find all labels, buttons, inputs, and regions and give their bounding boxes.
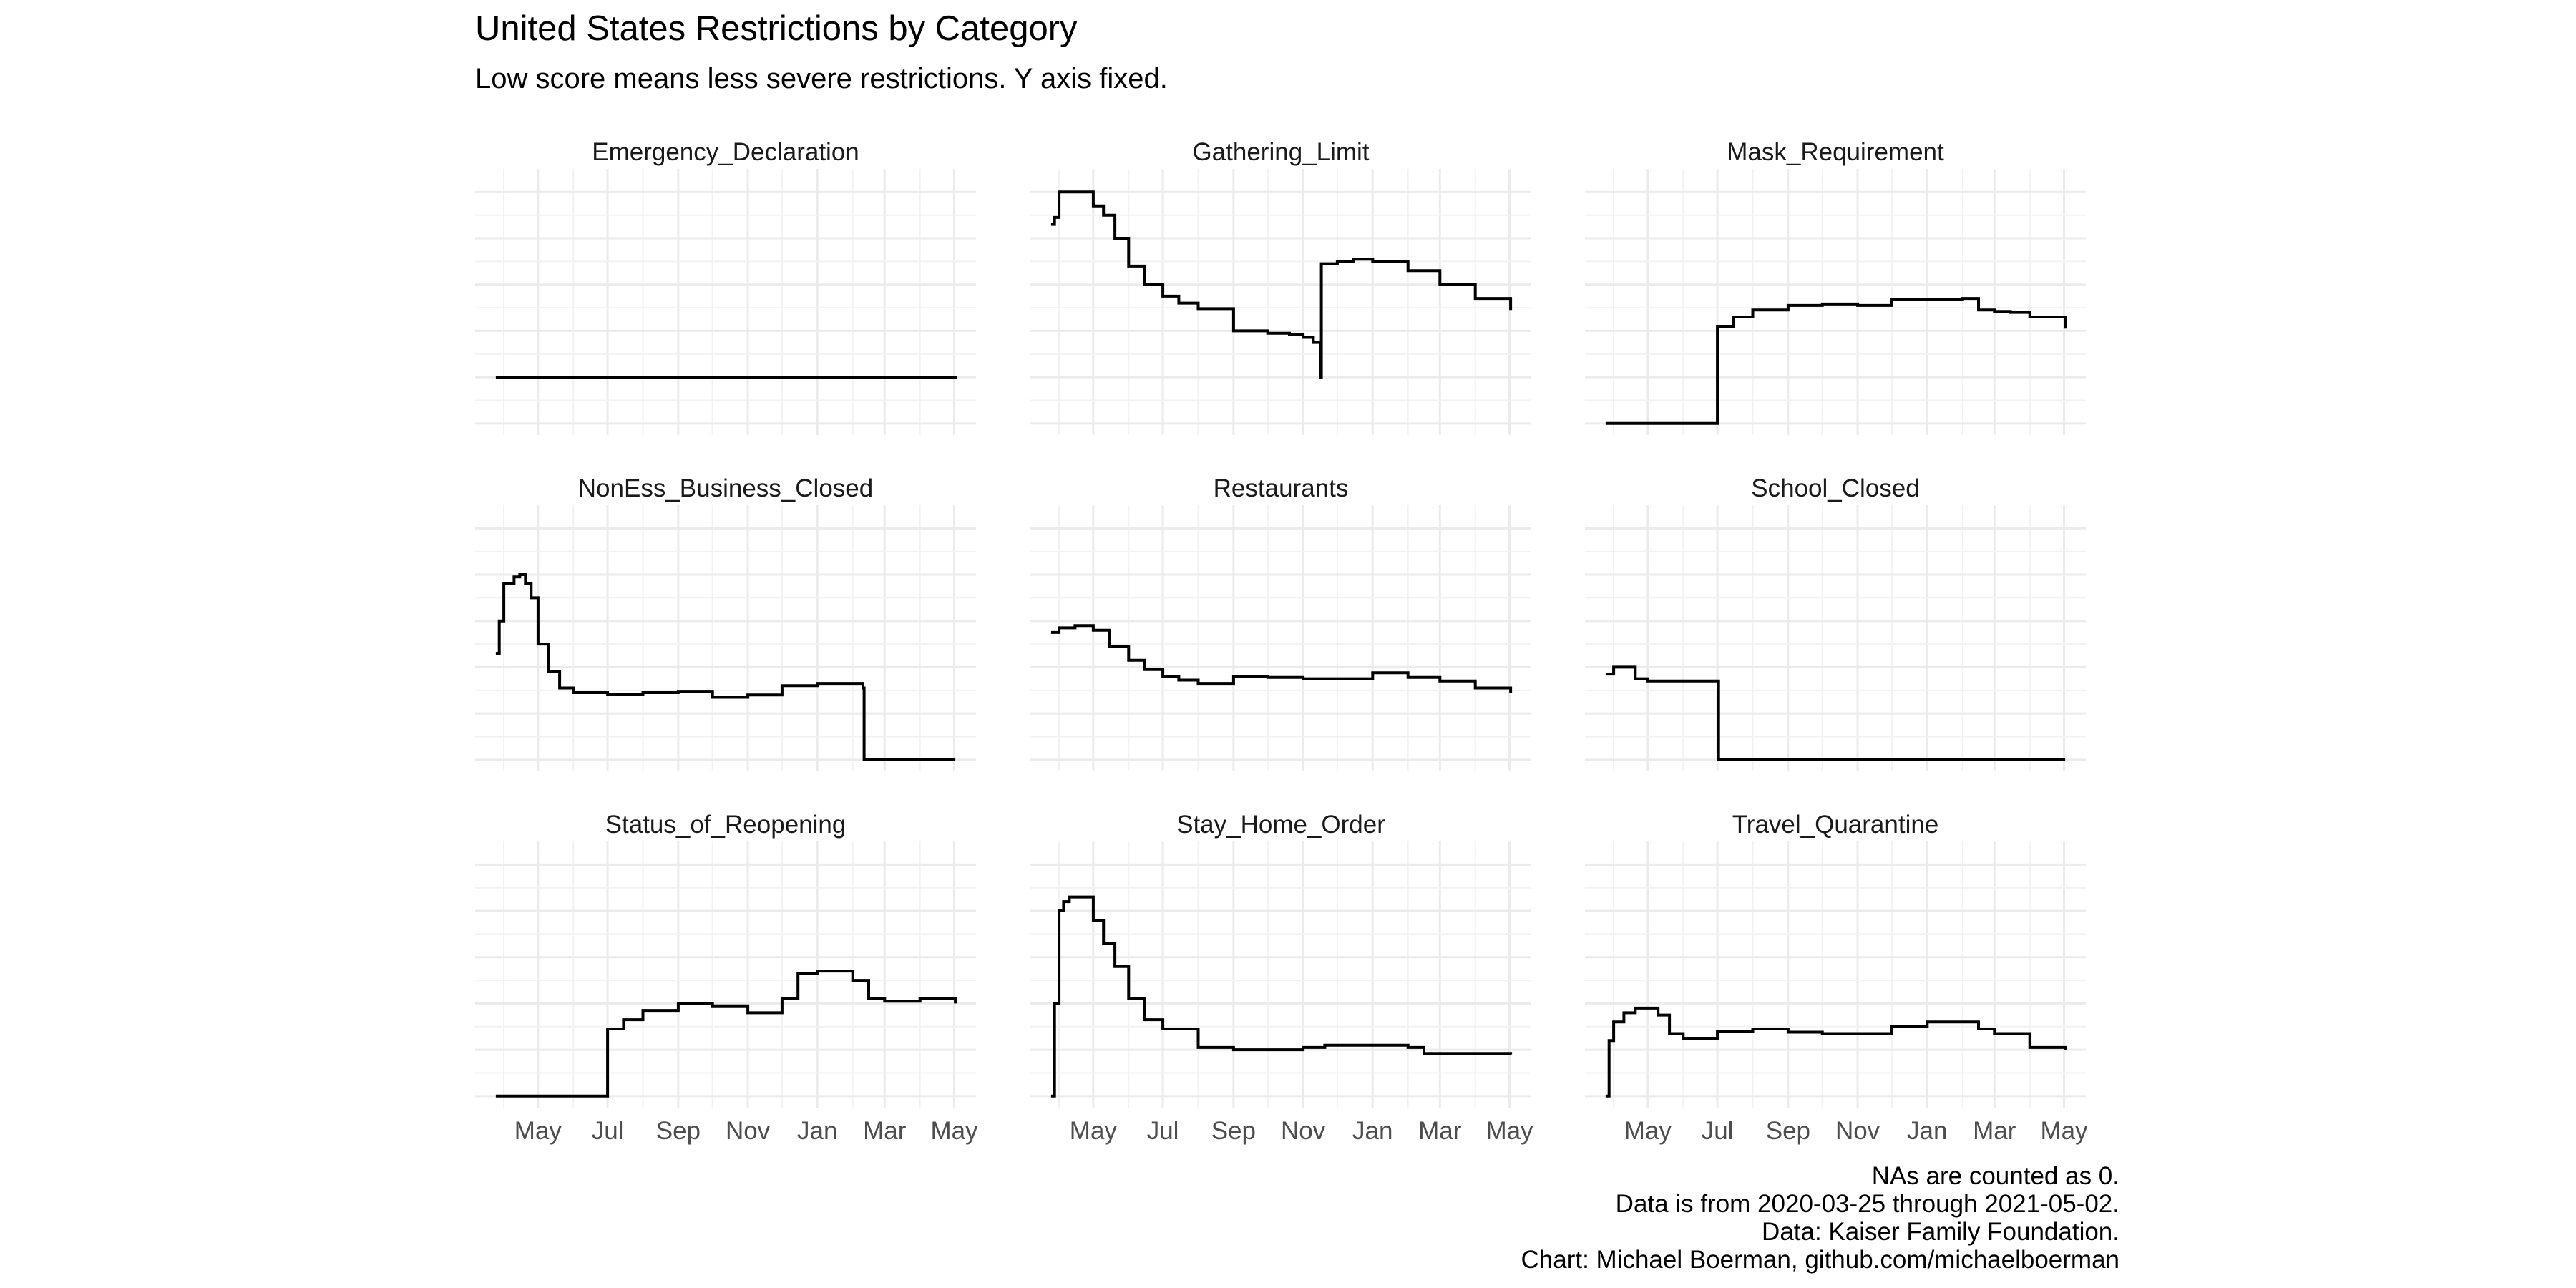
x-tick-label: Mar bbox=[863, 1117, 907, 1145]
facet-panel-school-closed: School_Closed bbox=[1585, 474, 2086, 771]
facet-label: NonEss_Business_Closed bbox=[578, 474, 873, 502]
series-line bbox=[495, 376, 957, 379]
x-tick-label: Jul bbox=[1147, 1117, 1179, 1145]
facet-label: Gathering_Limit bbox=[1192, 138, 1369, 166]
x-tick-label: Jan bbox=[797, 1117, 837, 1145]
x-tick-label: May bbox=[514, 1117, 562, 1145]
x-tick-label: May bbox=[1624, 1117, 1672, 1145]
x-tick-label: Jul bbox=[1702, 1117, 1734, 1145]
series-line bbox=[1050, 190, 1513, 379]
x-tick-label: Nov bbox=[726, 1117, 771, 1145]
x-tick-label: Jul bbox=[592, 1117, 624, 1145]
facet-label: School_Closed bbox=[1751, 474, 1919, 502]
x-tick-label: Nov bbox=[1281, 1117, 1326, 1145]
series-line bbox=[495, 970, 957, 1098]
chart-captions: NAs are counted as 0. Data is from 2020-… bbox=[1521, 1162, 2120, 1274]
x-tick-label: Sep bbox=[1766, 1117, 1810, 1145]
facet-label: Travel_Quarantine bbox=[1732, 811, 1939, 839]
caption-na-note: NAs are counted as 0. bbox=[1871, 1162, 2119, 1190]
series-line bbox=[1050, 895, 1513, 1098]
caption-data-source: Data: Kaiser Family Foundation. bbox=[1762, 1218, 2119, 1246]
x-tick-label: Mar bbox=[1418, 1117, 1462, 1145]
x-tick-label: Mar bbox=[1973, 1117, 2016, 1145]
facet-label: Status_of_Reopening bbox=[605, 811, 847, 839]
series-line bbox=[1050, 624, 1513, 693]
facet-panel-stay-home-order: Stay_Home_Order May Jul Sep Nov Jan Mar May bbox=[1030, 811, 1533, 1145]
facet-panel-emergency-declaration: Emergency_Declaration bbox=[475, 138, 976, 435]
x-tick-label: Jan bbox=[1907, 1117, 1947, 1145]
x-tick-label: Sep bbox=[1211, 1117, 1256, 1145]
chart-title: United States Restrictions by Category bbox=[475, 9, 1078, 48]
facet-panel-gathering-limit: Gathering_Limit bbox=[1030, 138, 1531, 435]
facet-panel-mask-requirement: Mask_Requirement bbox=[1585, 138, 2086, 435]
x-tick-label: May bbox=[2040, 1117, 2088, 1145]
caption-date-range: Data is from 2020-03-25 through 2021-05-… bbox=[1615, 1190, 2119, 1218]
facet-label: Stay_Home_Order bbox=[1176, 811, 1385, 839]
x-tick-label: Sep bbox=[656, 1117, 701, 1145]
series-line bbox=[1605, 665, 2066, 761]
caption-chart-credit: Chart: Michael Boerman, github.com/micha… bbox=[1521, 1246, 2120, 1274]
series-line bbox=[1605, 1006, 2067, 1098]
facet-panel-travel-quarantine: Travel_Quarantine May Jul Sep Nov Jan Mar May bbox=[1585, 811, 2088, 1145]
series-line bbox=[1605, 297, 2067, 425]
x-tick-label: May bbox=[1485, 1117, 1533, 1145]
x-tick-label: Nov bbox=[1835, 1117, 1880, 1145]
chart-subtitle: Low score means less severe restrictions… bbox=[475, 63, 1168, 94]
facet-label: Emergency_Declaration bbox=[592, 138, 859, 166]
facet-panel-status-of-reopening: Status_of_Reopening May Jul Sep Nov Jan Mar May bbox=[475, 811, 978, 1145]
x-tick-label: May bbox=[930, 1117, 978, 1145]
facet-panel-noness-business-closed: NonEss_Business_Closed bbox=[475, 474, 976, 771]
series-line bbox=[495, 573, 956, 761]
facet-label: Mask_Requirement bbox=[1727, 138, 1944, 166]
x-tick-label: Jan bbox=[1352, 1117, 1392, 1145]
facet-panel-restaurants: Restaurants bbox=[1030, 474, 1531, 771]
facet-label: Restaurants bbox=[1214, 474, 1349, 502]
x-tick-label: May bbox=[1070, 1117, 1118, 1145]
